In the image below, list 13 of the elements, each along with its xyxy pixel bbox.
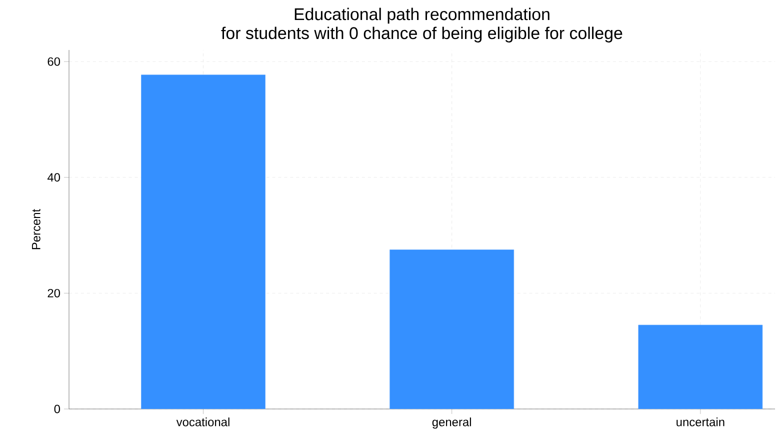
x-tick-label: general — [432, 418, 471, 429]
chart-subtitle: for students with 0 chance of being eligible for college — [221, 26, 622, 42]
x-tick-label: uncertain — [676, 418, 724, 426]
y-tick-label: 40 — [47, 173, 60, 182]
y-tick-label: 20 — [48, 288, 60, 298]
chart-title: Educational path recommendation — [294, 8, 550, 24]
y-tick-label: 60 — [48, 57, 60, 66]
y-axis-title: Percent — [32, 208, 40, 250]
bar — [141, 74, 266, 409]
y-tick-label: 0 — [54, 404, 60, 414]
x-tick-label: vocational — [176, 418, 230, 426]
bar — [390, 250, 514, 409]
bar — [638, 324, 763, 409]
